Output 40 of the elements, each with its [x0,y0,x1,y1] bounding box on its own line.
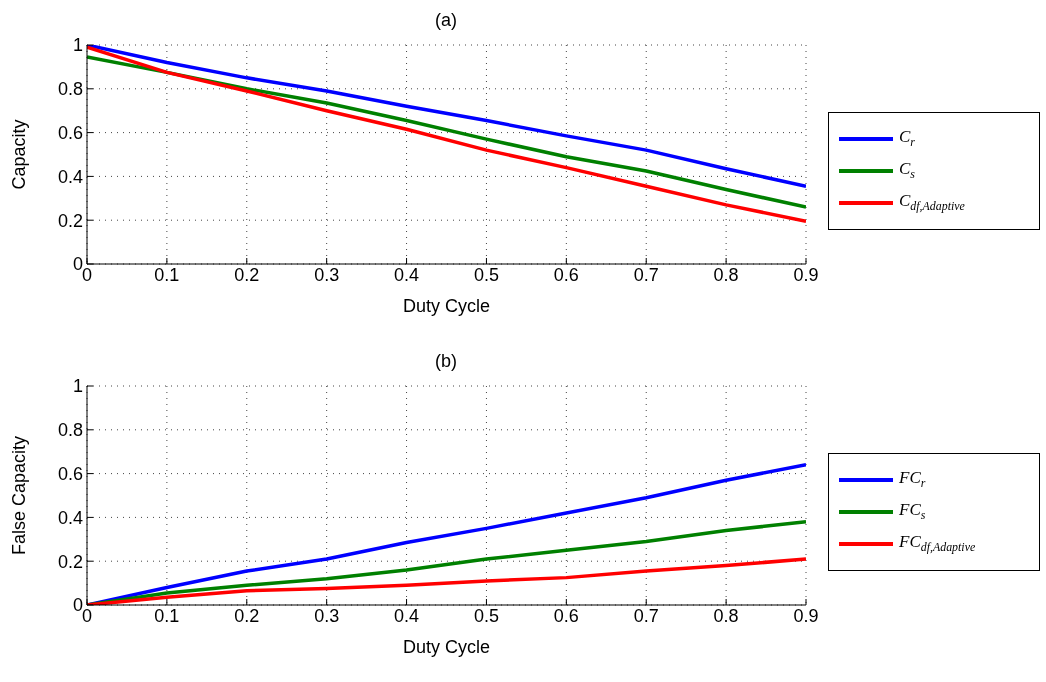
legend-label: FC$_{r}$ [899,467,926,491]
y-tick-label: 0.8 [57,79,83,100]
legend-label: FC$_{s}$ [899,499,926,523]
y-tick-label: 1 [72,376,83,397]
x-tick-label: 0.8 [713,605,739,626]
x-axis-title: Duty Cycle [402,296,491,316]
legend-label: C$_{s}$ [899,158,915,182]
x-tick-label: 0.8 [713,264,739,285]
legend-label: C$_{df,Adaptive}$ [899,190,965,214]
x-tick-label: 0.4 [394,264,420,285]
x-tick-label: 0.4 [394,605,420,626]
chart-title: (b) [434,351,458,372]
x-axis-title: Duty Cycle [402,637,491,657]
y-tick-label: 0.2 [57,210,83,231]
y-tick-label: 0.8 [57,420,83,441]
y-axis-title: False Capacity [9,435,30,556]
legend-label: C$_{r}$ [899,126,915,150]
x-tick-label: 0.9 [793,264,819,285]
legend-label: FC$_{df,Adaptive}$ [899,531,976,555]
y-tick-label: 0.6 [57,463,83,484]
y-tick-label: 0.6 [57,122,83,143]
x-tick-label: 0.3 [314,605,340,626]
x-tick-label: 0.3 [314,264,340,285]
x-tick-label: 0.5 [473,264,499,285]
x-tick-label: 0.5 [473,605,499,626]
x-tick-label: 0.6 [553,264,579,285]
x-tick-label: 0.9 [793,605,819,626]
chart-title: (a) [434,10,458,31]
y-tick-label: 0.4 [57,507,83,528]
x-tick-label: 0.2 [234,264,260,285]
x-tick-label: 0.6 [553,605,579,626]
x-tick-label: 0.2 [234,605,260,626]
y-tick-label: 1 [72,35,83,56]
y-tick-label: 0.2 [57,551,83,572]
x-tick-label: 0.7 [633,605,659,626]
x-tick-label: 0.1 [154,264,180,285]
y-tick-label: 0.4 [57,166,83,187]
x-tick-label: 0.7 [633,264,659,285]
x-tick-label: 0.1 [154,605,180,626]
y-axis-title: Capacity [9,119,30,190]
